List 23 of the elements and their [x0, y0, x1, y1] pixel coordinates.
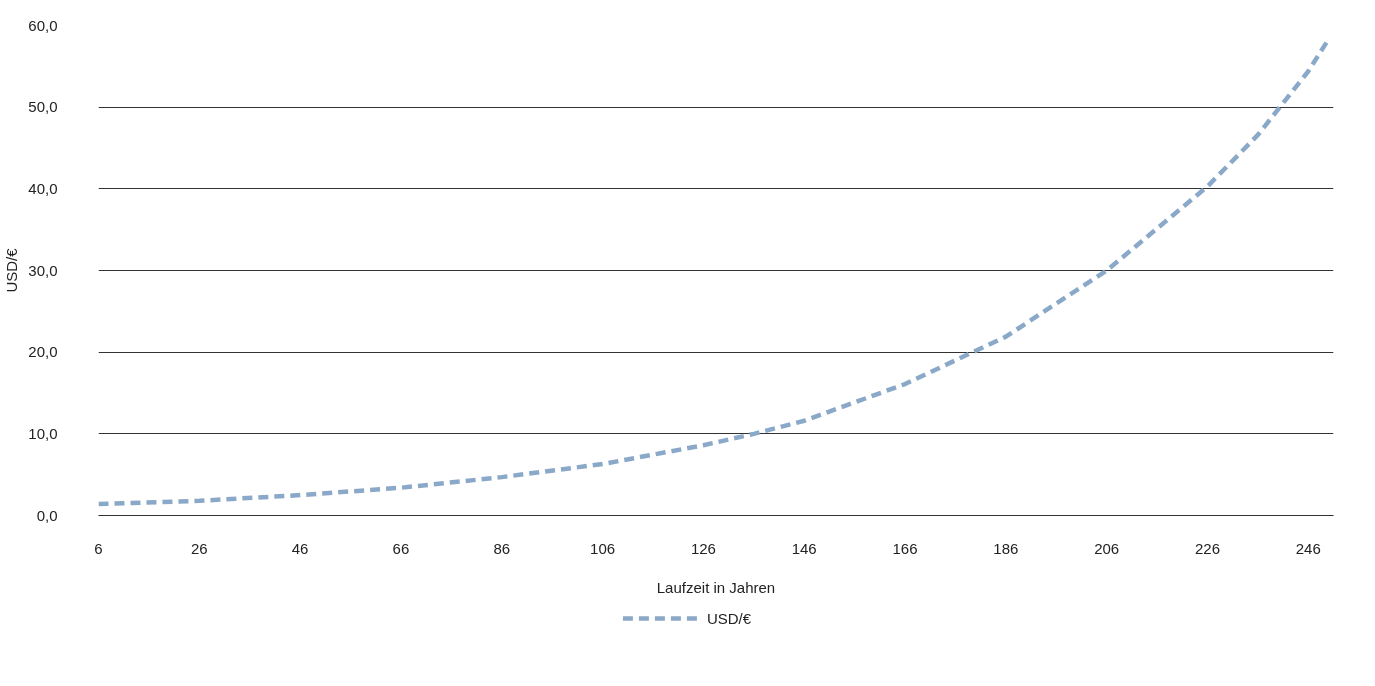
y-tick-label: 10,0	[28, 424, 58, 442]
x-tick-label: 186	[993, 539, 1019, 557]
x-tick-label: 166	[892, 539, 918, 557]
y-tick-label: 30,0	[28, 261, 58, 279]
x-tick-label: 106	[590, 539, 616, 557]
x-tick-label: 126	[690, 539, 716, 557]
x-tick-label: 226	[1194, 539, 1220, 557]
x-tick-label: 246	[1295, 539, 1321, 557]
text: USD/€	[706, 609, 752, 627]
x-tick-label: 146	[791, 539, 817, 557]
x-tick-label: 6	[94, 539, 103, 557]
y-tick-label: 40,0	[28, 179, 58, 197]
x-tick-label: 206	[1094, 539, 1120, 557]
y-axis-title: USD/€	[3, 247, 21, 293]
x-tick-label: 26	[190, 539, 208, 557]
y-tick-label: 0,0	[36, 506, 58, 524]
x-tick-label: 46	[291, 539, 309, 557]
y-tick-label: 60,0	[28, 16, 58, 34]
x-tick-label: 66	[392, 539, 410, 557]
y-tick-label: 20,0	[28, 343, 58, 361]
y-tick-label: 50,0	[28, 98, 58, 116]
x-tick-label: 86	[493, 539, 511, 557]
x-axis-title: Laufzeit in Jahren	[656, 578, 776, 596]
